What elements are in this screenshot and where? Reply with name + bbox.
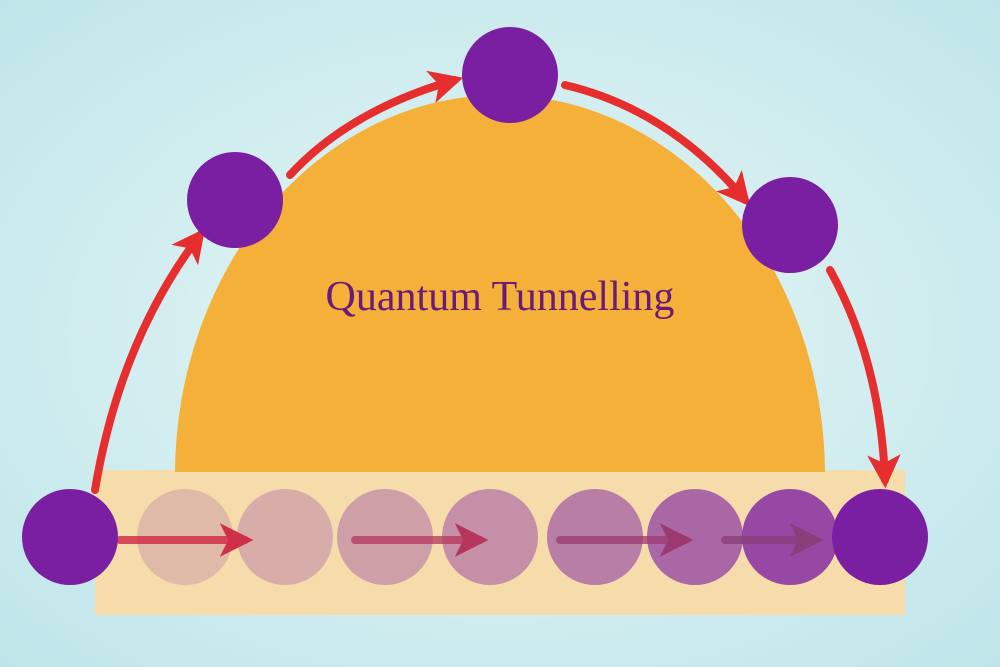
- classical-particle: [832, 489, 928, 585]
- quantum-tunnelling-diagram: Quantum Tunnelling: [0, 0, 1000, 667]
- classical-particle: [187, 152, 283, 248]
- diagram-title: Quantum Tunnelling: [326, 274, 675, 320]
- tunnelling-particle: [237, 489, 333, 585]
- classical-particle: [742, 177, 838, 273]
- classical-particle: [22, 489, 118, 585]
- classical-particle: [462, 27, 558, 123]
